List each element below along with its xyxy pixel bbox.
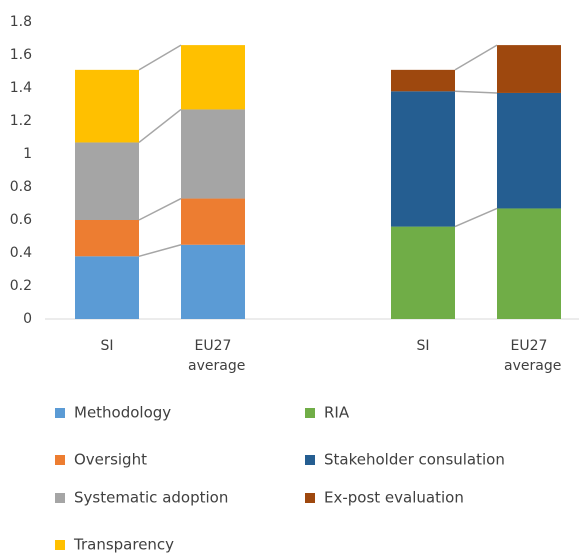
y-tick-label: 1.2 bbox=[10, 113, 32, 129]
legend-swatch bbox=[305, 493, 315, 503]
y-tick-label: 0.8 bbox=[10, 179, 32, 195]
bar-segment bbox=[75, 256, 139, 319]
connector-line bbox=[454, 207, 498, 228]
bar-segment bbox=[181, 109, 245, 199]
bar-segment bbox=[75, 220, 139, 257]
legend-label: Ex-post evaluation bbox=[324, 489, 464, 507]
legend-swatch bbox=[55, 493, 65, 503]
bar-segment bbox=[391, 91, 455, 227]
connector-line bbox=[138, 244, 182, 258]
y-tick-label: 1 bbox=[23, 146, 32, 162]
legend-label: Stakeholder consulation bbox=[324, 451, 505, 469]
y-tick-label: 0.4 bbox=[10, 245, 32, 261]
y-tick-label: 1.4 bbox=[10, 80, 32, 96]
bar-segment bbox=[497, 45, 561, 93]
connector-line bbox=[454, 44, 498, 71]
connector-line bbox=[138, 44, 182, 71]
connector-line bbox=[138, 197, 182, 221]
legend-swatch bbox=[55, 455, 65, 465]
x-tick-label: SI bbox=[100, 338, 114, 354]
legend-label: Systematic adoption bbox=[74, 489, 228, 507]
legend-swatch bbox=[55, 540, 65, 550]
connector-line bbox=[454, 90, 498, 94]
legend-swatch bbox=[55, 408, 65, 418]
y-tick-label: 0.2 bbox=[10, 278, 32, 294]
bar-segment bbox=[497, 208, 561, 319]
legend-label: RIA bbox=[324, 404, 350, 422]
bar-segment bbox=[391, 69, 455, 92]
x-tick-label: EU27 average bbox=[188, 338, 246, 374]
y-tick-label: 0.6 bbox=[10, 212, 32, 228]
legend-swatch bbox=[305, 455, 315, 465]
y-tick-label: 1.8 bbox=[10, 14, 32, 30]
y-tick-label: 0 bbox=[23, 311, 32, 327]
x-tick-label: EU27 average bbox=[504, 338, 562, 374]
legend-label: Transparency bbox=[73, 536, 174, 554]
legend-swatch bbox=[305, 408, 315, 418]
legend-label: Oversight bbox=[74, 451, 147, 469]
bar-segment bbox=[181, 198, 245, 245]
bar-segment bbox=[75, 142, 139, 220]
y-tick-label: 1.6 bbox=[10, 47, 32, 63]
connector-line bbox=[138, 108, 182, 144]
x-tick-label: SI bbox=[416, 338, 430, 354]
bar-segment bbox=[75, 69, 139, 143]
bar-segment bbox=[497, 92, 561, 209]
bar-segment bbox=[181, 244, 245, 319]
legend-label: Methodology bbox=[74, 404, 171, 422]
bar-segment bbox=[391, 226, 455, 319]
bar-segment bbox=[181, 45, 245, 110]
